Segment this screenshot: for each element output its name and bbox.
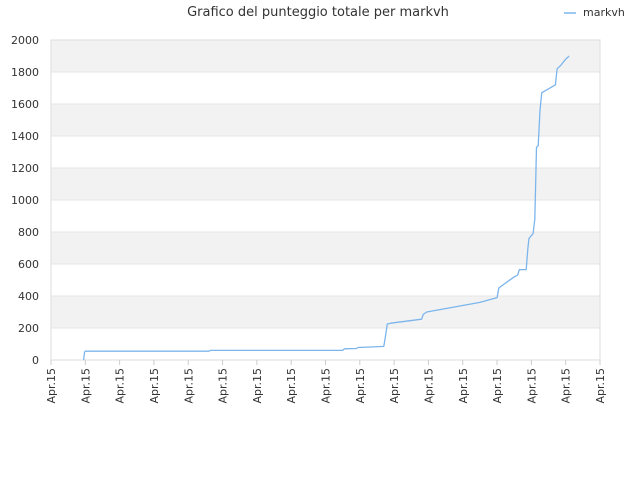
x-tick-label: Apr.15 xyxy=(45,368,58,404)
chart-title: Grafico del punteggio totale per markvh xyxy=(187,5,449,20)
y-tick-label: 1200 xyxy=(11,162,39,175)
x-tick-label: Apr.15 xyxy=(285,368,298,404)
x-tick-label: Apr.15 xyxy=(251,368,264,404)
grid-band xyxy=(51,296,600,328)
y-tick-label: 800 xyxy=(18,226,39,239)
grid-band xyxy=(51,232,600,264)
grid-band xyxy=(51,264,600,296)
y-tick-label: 1800 xyxy=(11,66,39,79)
x-tick-label: Apr.15 xyxy=(320,368,333,404)
x-tick-label: Apr.15 xyxy=(388,368,401,404)
series-line-markvh[interactable] xyxy=(82,55,570,361)
grid-band xyxy=(51,72,600,104)
legend[interactable]: markvh xyxy=(564,6,625,19)
x-tick-label: Apr.15 xyxy=(525,368,538,404)
y-tick-label: 1600 xyxy=(11,98,39,111)
y-tick-label: 200 xyxy=(18,322,39,335)
y-tick-label: 400 xyxy=(18,290,39,303)
y-tick-label: 0 xyxy=(32,354,39,367)
grid-band xyxy=(51,328,600,360)
x-tick-label: Apr.15 xyxy=(594,368,607,404)
legend-label: markvh xyxy=(583,6,625,19)
x-axis: Apr.15 Apr.15 Apr.15 Apr.15 Apr.15 Apr.15 Apr.… xyxy=(45,360,607,404)
y-tick-label: 600 xyxy=(18,258,39,271)
y-tick-label: 2000 xyxy=(11,34,39,47)
grid-band xyxy=(51,104,600,136)
plot-background xyxy=(51,40,600,360)
x-tick-label: Apr.15 xyxy=(491,368,504,404)
grid-band xyxy=(51,40,600,72)
x-tick-label: Apr.15 xyxy=(354,368,367,404)
x-tick-label: Apr.15 xyxy=(148,368,161,404)
x-tick-label: Apr.15 xyxy=(422,368,435,404)
y-tick-label: 1400 xyxy=(11,130,39,143)
series-layer xyxy=(82,55,570,361)
x-tick-label: Apr.15 xyxy=(217,368,230,404)
y-tick-label: 1000 xyxy=(11,194,39,207)
x-tick-label: Apr.15 xyxy=(79,368,92,404)
x-tick-label: Apr.15 xyxy=(114,368,127,404)
x-tick-label: Apr.15 xyxy=(182,368,195,404)
x-tick-label: Apr.15 xyxy=(457,368,470,404)
x-tick-label: Apr.15 xyxy=(560,368,573,404)
grid-band xyxy=(51,136,600,168)
y-axis: 0 200 400 600 800 1000 1200 1400 1600 1800 2000 xyxy=(11,34,39,367)
grid-band xyxy=(51,168,600,200)
grid-band xyxy=(51,200,600,232)
